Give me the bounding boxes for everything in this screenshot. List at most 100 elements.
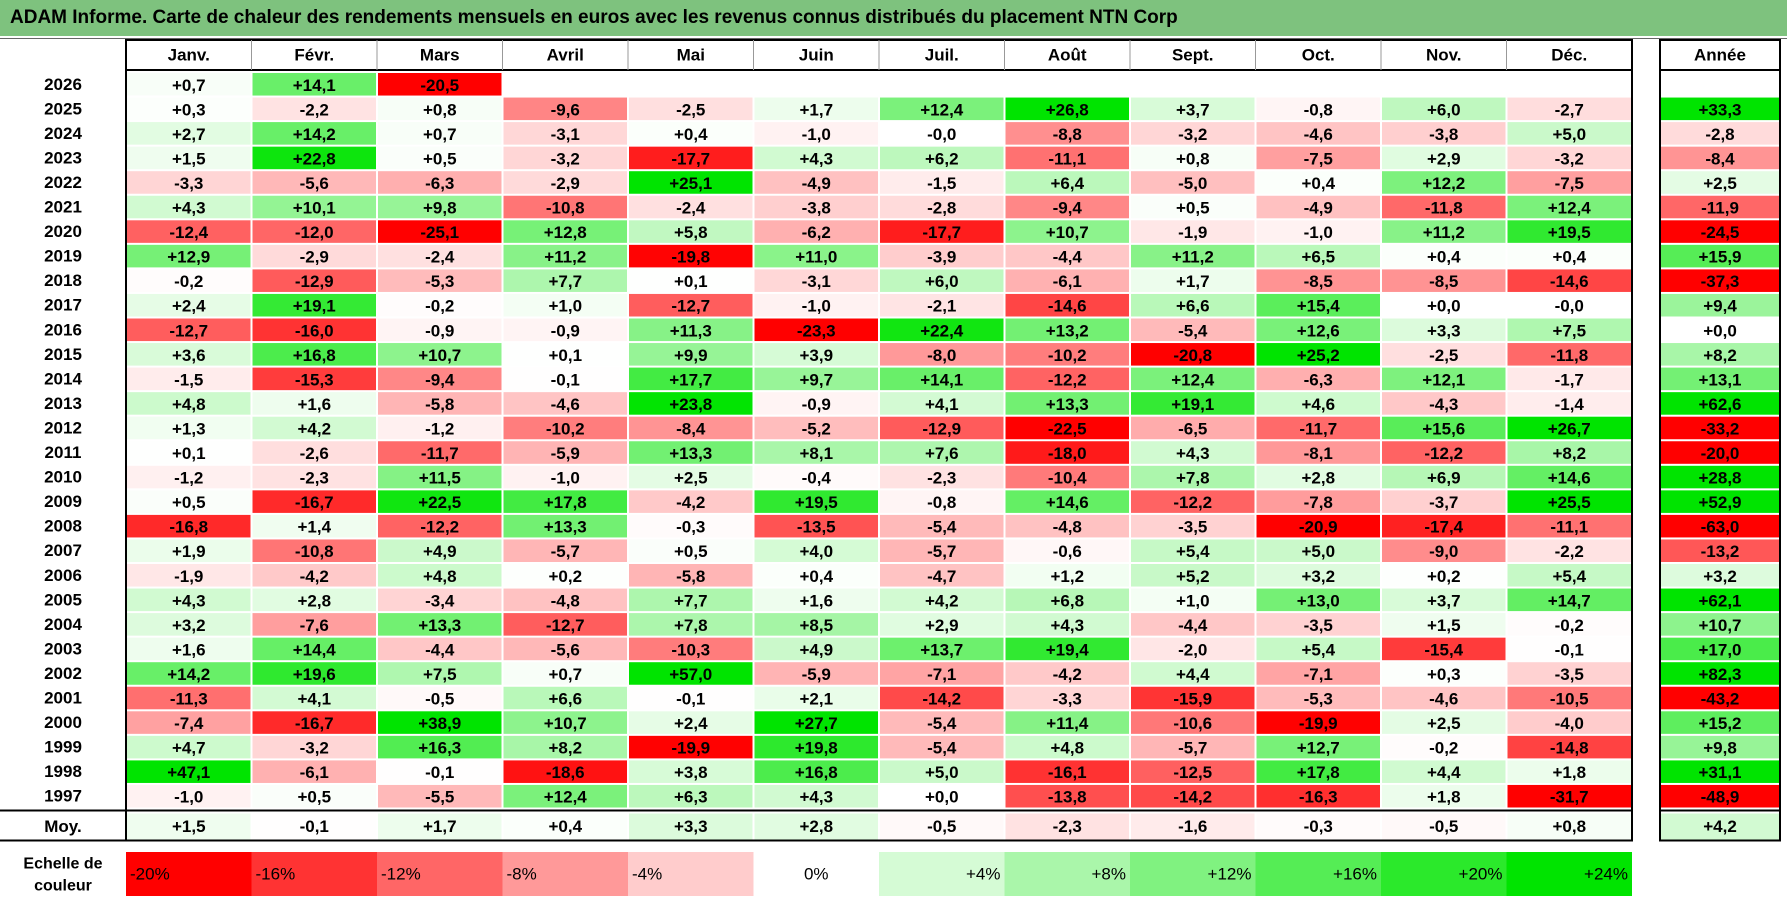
cell-value: -3,1 [802, 272, 831, 291]
cell-value: +5,0 [1301, 542, 1335, 561]
cell-value: -9,0 [1429, 542, 1458, 561]
cell-value: +14,7 [1548, 591, 1591, 610]
annual-value: -63,0 [1701, 518, 1740, 537]
cell-value: +11,2 [1423, 223, 1465, 242]
cell-value: +1,6 [172, 640, 206, 659]
heatmap-cell [252, 539, 376, 562]
heatmap-cell [629, 73, 753, 96]
row-year-label: 2026 [44, 75, 82, 94]
annual-value: -24,5 [1701, 223, 1740, 242]
cell-value: +10,7 [418, 346, 461, 365]
heatmap-cell [503, 244, 627, 268]
cell-value: +23,8 [669, 395, 712, 414]
cell-value: +6,3 [674, 788, 708, 807]
cell-value: +12,4 [1171, 370, 1215, 389]
scale-label-line2: couleur [34, 878, 92, 895]
heatmap-cell [378, 416, 502, 440]
heatmap-cell [754, 711, 878, 734]
heatmap-cell [1507, 244, 1631, 268]
heatmap-cell [1005, 564, 1129, 587]
heatmap-cell [629, 441, 753, 464]
cell-value: +7,8 [674, 616, 708, 635]
heatmap-cell [503, 760, 627, 783]
heatmap-cell [1382, 613, 1506, 636]
cell-value: -4,4 [1053, 248, 1083, 267]
heatmap-cell [629, 735, 753, 759]
heatmap-cell [1507, 613, 1631, 636]
cell-value: -6,3 [425, 174, 454, 193]
row-year-label: 2021 [44, 198, 82, 217]
cell-value: +1,9 [172, 542, 206, 561]
heatmap-cell [754, 146, 878, 170]
cell-value: -4,2 [300, 567, 329, 586]
heatmap-cell [1131, 171, 1255, 194]
heatmap-cell [1256, 195, 1380, 219]
heatmap-cell [629, 686, 753, 710]
cell-value: +17,8 [544, 493, 587, 512]
cell-value: -0,1 [1555, 640, 1584, 659]
average-cell [1256, 813, 1380, 840]
heatmap-cell [629, 343, 753, 366]
cell-value: +5,8 [674, 223, 708, 242]
heatmap-cell [1256, 73, 1380, 96]
heatmap-cell [754, 662, 878, 685]
heatmap-cell [1507, 588, 1631, 612]
average-value: +1,7 [423, 817, 457, 836]
heatmap-cell [1382, 343, 1506, 366]
heatmap-cell [629, 514, 753, 538]
cell-value: -14,6 [1550, 272, 1589, 291]
heatmap-cell [1005, 637, 1129, 661]
cell-value: -6,1 [1053, 272, 1082, 291]
cell-value: +0,5 [172, 493, 206, 512]
heatmap-cell [880, 392, 1004, 415]
heatmap-cell [754, 637, 878, 661]
heatmap-cell [880, 73, 1004, 96]
cell-value: +9,9 [674, 346, 708, 365]
cell-value: -4,9 [1304, 199, 1333, 218]
heatmap-cell [754, 465, 878, 489]
cell-value: +1,0 [1176, 591, 1210, 610]
cell-value: -5,6 [300, 174, 329, 193]
cell-value: -17,4 [1424, 518, 1463, 537]
average-annual-value: +4,2 [1703, 817, 1737, 836]
scale-step-label: +20% [1459, 865, 1503, 884]
heatmap-cell [1131, 293, 1255, 317]
scale-swatch [251, 852, 377, 896]
annual-value: +9,8 [1703, 739, 1737, 758]
cell-value: +4,2 [925, 591, 959, 610]
cell-value: +0,4 [799, 567, 833, 586]
heatmap-cell [503, 171, 627, 194]
cell-value: +0,1 [548, 346, 582, 365]
heatmap-cell [1131, 244, 1255, 268]
heatmap-cell [252, 662, 376, 685]
cell-value: +0,3 [1427, 665, 1461, 684]
average-value: -0,3 [1304, 817, 1333, 836]
scale-step-label: +16% [1333, 865, 1377, 884]
cell-value: -13,8 [1048, 788, 1087, 807]
cell-value: -5,4 [927, 714, 957, 733]
cell-value: +12,6 [1297, 321, 1340, 340]
heatmap-cell [378, 97, 502, 121]
heatmap-cell [503, 686, 627, 710]
cell-value: -0,0 [927, 125, 956, 144]
heatmap-cell [1507, 269, 1631, 292]
cell-value: +0,1 [172, 444, 206, 463]
cell-value: -2,2 [1555, 542, 1584, 561]
cell-value: +16,8 [293, 346, 336, 365]
heatmap-cell [127, 441, 251, 464]
heatmap-cell [1507, 662, 1631, 685]
average-cell [378, 813, 502, 840]
heatmap-cell [1382, 711, 1506, 734]
annual-cell [1661, 73, 1779, 96]
row-year-label: 1997 [44, 787, 82, 806]
heatmap-cell [127, 146, 251, 170]
heatmap-cell [503, 293, 627, 317]
cell-value: +16,3 [418, 739, 461, 758]
heatmap-cell [127, 244, 251, 268]
cell-value: -11,7 [1299, 419, 1337, 438]
cell-value: +7,7 [548, 272, 582, 291]
cell-value: +3,9 [799, 346, 833, 365]
heatmap-cell [1005, 711, 1129, 734]
heatmap-cell [127, 97, 251, 121]
